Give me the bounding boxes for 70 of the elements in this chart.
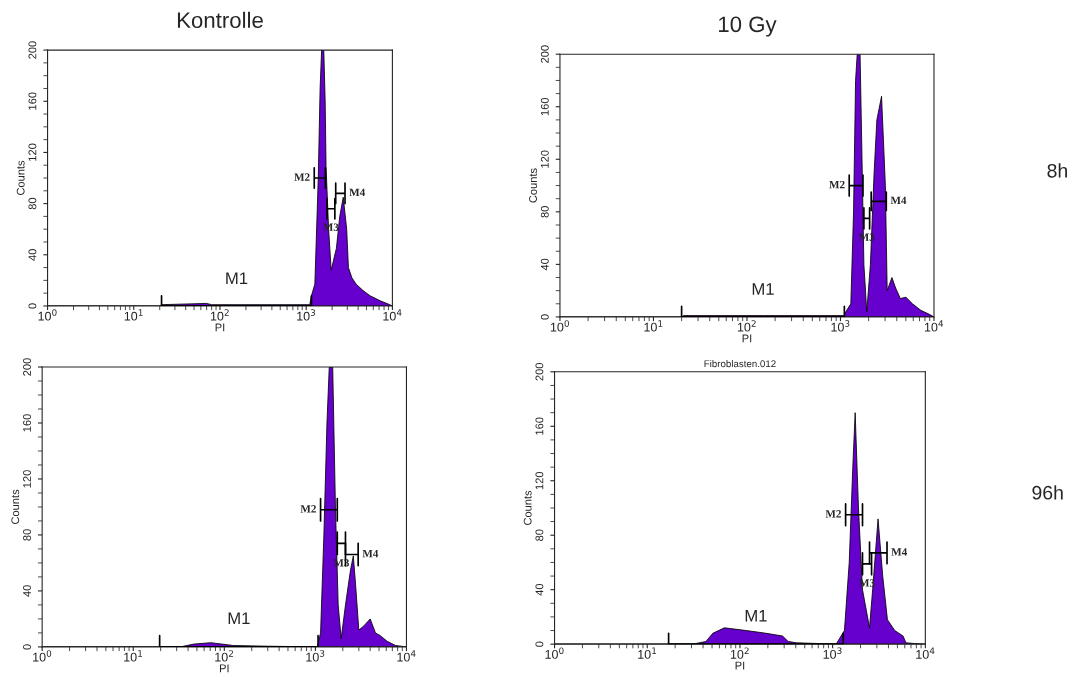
series-label: M2 xyxy=(300,505,316,513)
y-tick-label: 160 xyxy=(535,417,544,435)
x-tick-label: 10$^{4}$ xyxy=(916,647,935,659)
x-tick-label: 10$^{3}$ xyxy=(297,309,316,321)
y-tick-label: 0 xyxy=(535,641,544,647)
chart-subtitle: Fibroblasten.012 xyxy=(704,360,776,368)
series-label: M2 xyxy=(294,173,310,181)
y-axis-title: Counts xyxy=(11,489,20,524)
y-tick-label: 80 xyxy=(540,206,549,218)
series-label: M1 xyxy=(745,610,767,622)
y-tick-label: 120 xyxy=(540,150,549,168)
y-tick-label: 40 xyxy=(23,585,31,597)
x-tick-label: 10$^{2}$ xyxy=(215,650,234,662)
x-tick-label: 10$^{3}$ xyxy=(306,650,325,662)
y-tick-label: 160 xyxy=(23,414,31,432)
x-axis-title: PI xyxy=(215,323,225,332)
series-label: M4 xyxy=(349,188,366,197)
chart-title: Kontrolle xyxy=(177,11,263,29)
y-tick-label: 80 xyxy=(23,529,31,541)
x-tick-label: 10$^{1}$ xyxy=(124,650,143,662)
y-tick-label: 80 xyxy=(535,529,544,541)
series-label: M2 xyxy=(825,510,841,518)
x-axis-title: PI xyxy=(735,661,745,670)
x-tick-label: 10$^{2}$ xyxy=(737,320,756,332)
x-tick-label: 10$^{0}$ xyxy=(33,650,52,662)
x-tick-label: 10$^{0}$ xyxy=(545,647,564,659)
y-tick-label: 0 xyxy=(23,644,31,650)
y-tick-label: 200 xyxy=(535,362,544,381)
text: 96h xyxy=(1032,485,1063,500)
y-tick-label: 120 xyxy=(28,143,37,161)
x-tick-label: 10$^{1}$ xyxy=(124,309,143,321)
series-label: M1 xyxy=(752,283,774,295)
x-tick-label: 10$^{4}$ xyxy=(924,320,944,332)
y-tick-label: 120 xyxy=(535,471,544,490)
y-axis-title: Counts xyxy=(529,168,537,203)
series-label: M2 xyxy=(829,180,845,189)
y-tick-label: 0 xyxy=(540,314,549,320)
y-tick-label: 0 xyxy=(28,303,37,309)
x-tick-label: 10$^{4}$ xyxy=(397,650,416,662)
y-tick-label: 160 xyxy=(540,97,549,116)
text: 8h xyxy=(1047,163,1067,178)
series-label: M4 xyxy=(362,549,379,558)
x-tick-label: 10$^{3}$ xyxy=(823,647,842,659)
series-label: M3 xyxy=(858,233,875,241)
series-label: M4 xyxy=(891,548,908,556)
y-axis-title: Counts xyxy=(16,160,25,196)
x-tick-label: 10$^{1}$ xyxy=(644,320,663,332)
series-label: M4 xyxy=(890,196,907,204)
y-tick-label: 200 xyxy=(28,41,37,59)
y-tick-label: 200 xyxy=(23,358,31,376)
y-tick-label: 40 xyxy=(535,583,544,596)
x-tick-label: 10$^{0}$ xyxy=(38,309,57,321)
chart-title: 10 Gy xyxy=(719,16,777,37)
series-label: M1 xyxy=(226,272,248,284)
x-tick-label: 10$^{4}$ xyxy=(383,309,402,321)
x-tick-label: 10$^{2}$ xyxy=(210,309,229,321)
x-axis-title: PI xyxy=(742,334,752,343)
y-tick-label: 80 xyxy=(28,197,37,210)
y-tick-label: 40 xyxy=(28,249,37,261)
y-axis-title: Counts xyxy=(523,490,532,526)
x-tick-label: 10$^{0}$ xyxy=(550,320,569,332)
x-tick-label: 10$^{3}$ xyxy=(831,320,850,332)
y-tick-label: 40 xyxy=(540,258,549,271)
x-tick-label: 10$^{1}$ xyxy=(638,647,657,659)
x-tick-label: 10$^{2}$ xyxy=(730,647,749,659)
series-label: M1 xyxy=(228,612,250,624)
x-axis-title: PI xyxy=(219,664,229,673)
y-tick-label: 160 xyxy=(28,92,37,110)
y-tick-label: 120 xyxy=(23,470,31,488)
y-tick-label: 200 xyxy=(540,45,549,63)
